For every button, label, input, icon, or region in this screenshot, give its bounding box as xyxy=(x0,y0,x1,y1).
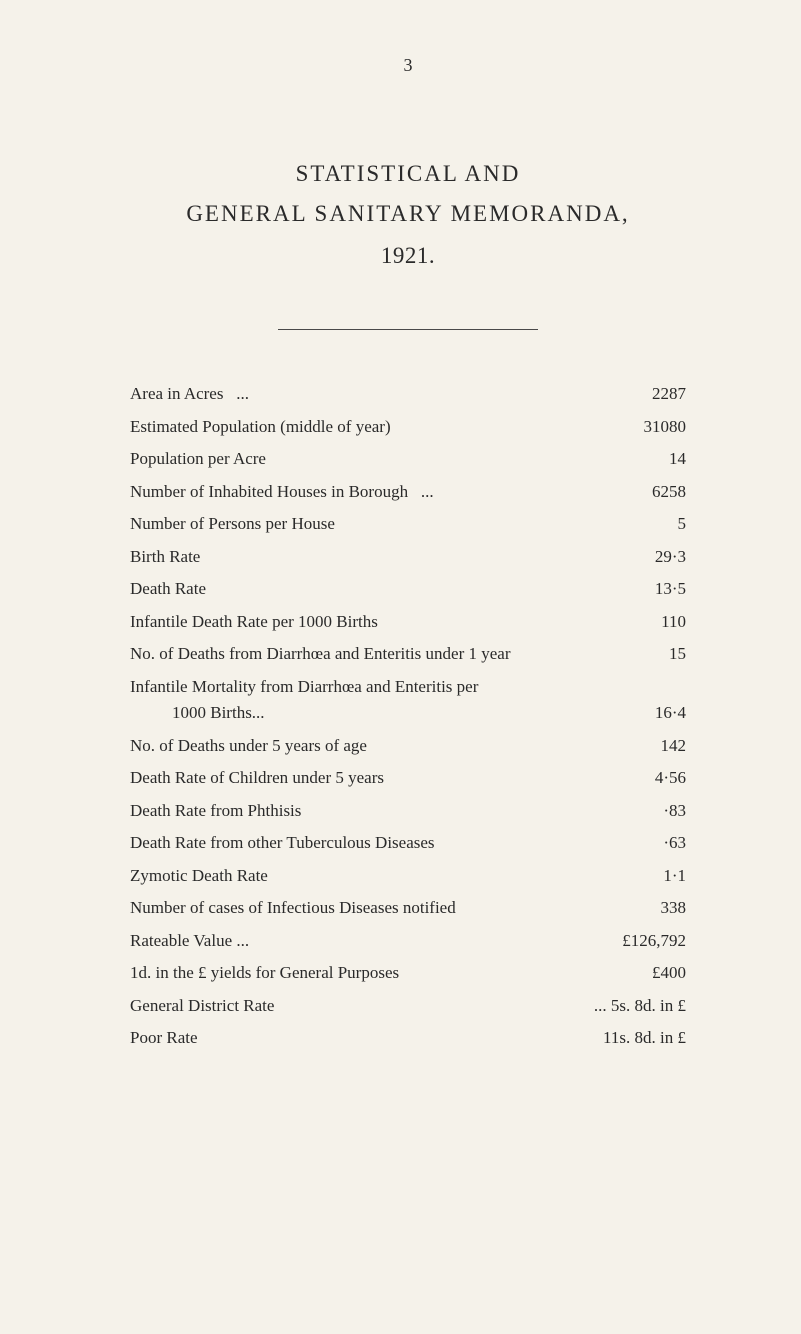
stat-row: Death Rate from other Tuberculous Diseas… xyxy=(130,834,686,851)
stat-value: 16·4 xyxy=(635,704,686,721)
stat-row: 1000 Births...16·4 xyxy=(130,704,686,721)
stat-label: No. of Deaths from Diarrhœa and Enteriti… xyxy=(130,645,649,662)
stat-value: 142 xyxy=(641,737,687,754)
title-block: STATISTICAL AND GENERAL SANITARY MEMORAN… xyxy=(130,161,686,269)
stat-row: Infantile Death Rate per 1000 Births110 xyxy=(130,613,686,630)
stat-value: 4·56 xyxy=(635,769,686,786)
stat-row: Infantile Mortality from Diarrhœa and En… xyxy=(130,678,686,695)
stat-value: ·63 xyxy=(643,834,686,851)
stat-row: Poor Rate11s. 8d. in £ xyxy=(130,1029,686,1046)
title-year: 1921. xyxy=(130,243,686,269)
stat-label: Death Rate xyxy=(130,580,635,597)
stat-label: 1d. in the £ yields for General Purposes xyxy=(130,964,632,981)
stat-row: Death Rate from Phthisis·83 xyxy=(130,802,686,819)
stat-row: No. of Deaths under 5 years of age142 xyxy=(130,737,686,754)
stat-value: 31080 xyxy=(624,418,687,435)
stat-label: 1000 Births... xyxy=(172,704,635,721)
stat-row: Death Rate13·5 xyxy=(130,580,686,597)
stat-value: 11s. 8d. in £ xyxy=(583,1029,686,1046)
stat-label: Estimated Population (middle of year) xyxy=(130,418,624,435)
stat-value: 29·3 xyxy=(635,548,686,565)
stat-value: ... 5s. 8d. in £ xyxy=(574,997,686,1014)
stat-row: Area in Acres ...2287 xyxy=(130,385,686,402)
stat-label: Rateable Value ... xyxy=(130,932,602,949)
stat-label: Birth Rate xyxy=(130,548,635,565)
stat-label: Number of cases of Infectious Diseases n… xyxy=(130,899,641,916)
stat-value: 2287 xyxy=(632,385,686,402)
stat-row: Number of Inhabited Houses in Borough ..… xyxy=(130,483,686,500)
page-number: 3 xyxy=(130,55,686,76)
title-line-2: GENERAL SANITARY MEMORANDA, xyxy=(130,201,686,227)
stat-row: Death Rate of Children under 5 years4·56 xyxy=(130,769,686,786)
stat-row: Rateable Value ...£126,792 xyxy=(130,932,686,949)
stat-value: £126,792 xyxy=(602,932,686,949)
title-line-1: STATISTICAL AND xyxy=(130,161,686,187)
stat-label: Death Rate of Children under 5 years xyxy=(130,769,635,786)
stat-label: Zymotic Death Rate xyxy=(130,867,643,884)
stat-row: 1d. in the £ yields for General Purposes… xyxy=(130,964,686,981)
stat-row: General District Rate... 5s. 8d. in £ xyxy=(130,997,686,1014)
stat-value: 6258 xyxy=(632,483,686,500)
stat-row: Population per Acre14 xyxy=(130,450,686,467)
stat-label: General District Rate xyxy=(130,997,574,1014)
stat-value: 5 xyxy=(658,515,687,532)
stat-label: Death Rate from other Tuberculous Diseas… xyxy=(130,834,643,851)
divider-line xyxy=(278,329,538,330)
stat-label: Poor Rate xyxy=(130,1029,583,1046)
stat-value: 1·1 xyxy=(643,867,686,884)
stat-label: Death Rate from Phthisis xyxy=(130,802,643,819)
stat-row: Estimated Population (middle of year)310… xyxy=(130,418,686,435)
stat-value: 110 xyxy=(641,613,686,630)
statistics-table: Area in Acres ...2287 Estimated Populatio… xyxy=(130,385,686,1046)
stat-value: 15 xyxy=(649,645,686,662)
stat-row: Number of Persons per House5 xyxy=(130,515,686,532)
stat-value: ·83 xyxy=(643,802,686,819)
stat-label: Infantile Death Rate per 1000 Births xyxy=(130,613,641,630)
stat-value: 338 xyxy=(641,899,687,916)
stat-label: No. of Deaths under 5 years of age xyxy=(130,737,641,754)
stat-row: Birth Rate29·3 xyxy=(130,548,686,565)
stat-row: Number of cases of Infectious Diseases n… xyxy=(130,899,686,916)
stat-label: Number of Inhabited Houses in Borough ..… xyxy=(130,483,632,500)
stat-row: Zymotic Death Rate1·1 xyxy=(130,867,686,884)
stat-value: £400 xyxy=(632,964,686,981)
stat-value: 13·5 xyxy=(635,580,686,597)
stat-label: Infantile Mortality from Diarrhœa and En… xyxy=(130,678,666,695)
stat-label: Population per Acre xyxy=(130,450,649,467)
stat-label: Area in Acres ... xyxy=(130,385,632,402)
stat-value: 14 xyxy=(649,450,686,467)
stat-label: Number of Persons per House xyxy=(130,515,658,532)
stat-row: No. of Deaths from Diarrhœa and Enteriti… xyxy=(130,645,686,662)
